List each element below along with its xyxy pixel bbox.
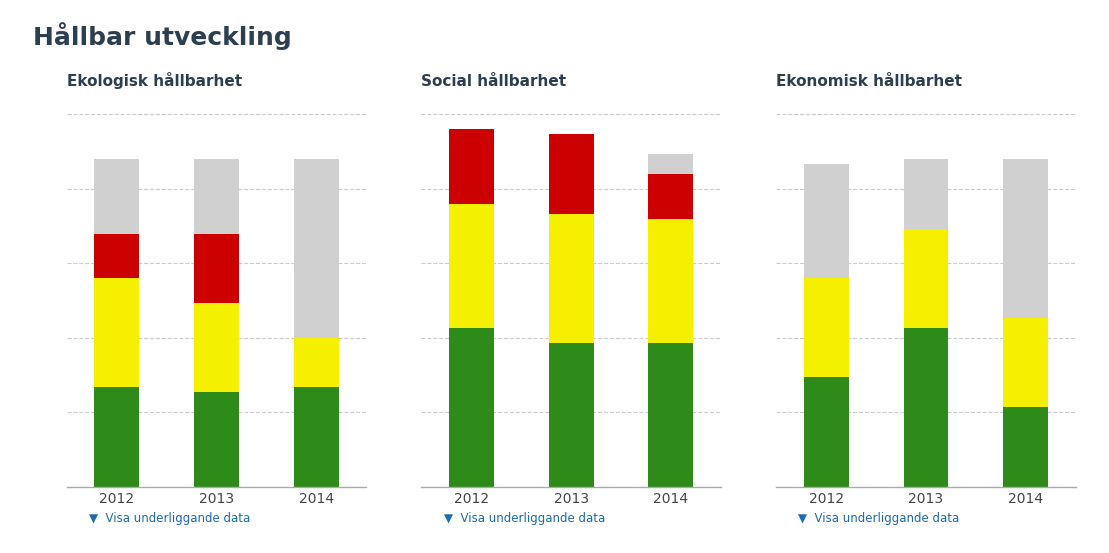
Bar (294, 159, 338, 338)
Text: Ekonomisk hållbarhet: Ekonomisk hållbarhet (776, 74, 963, 88)
Bar (549, 343, 593, 487)
Text: Social hållbarhet: Social hållbarhet (421, 74, 567, 88)
Bar (904, 328, 948, 487)
Bar (649, 343, 693, 487)
Bar (194, 233, 238, 303)
Bar (294, 388, 338, 487)
Bar (549, 134, 593, 213)
Bar (194, 303, 238, 392)
Text: ▼  Visa underliggande data: ▼ Visa underliggande data (798, 512, 959, 525)
Text: ▼  Visa underliggande data: ▼ Visa underliggande data (89, 512, 250, 525)
Bar (804, 378, 848, 487)
Bar (804, 278, 848, 378)
Text: Hållbar utveckling: Hållbar utveckling (33, 22, 292, 50)
Bar (649, 218, 693, 343)
Bar (194, 159, 238, 233)
Bar (1004, 318, 1048, 407)
Bar (449, 328, 494, 487)
Bar (94, 159, 139, 233)
Bar (94, 233, 139, 278)
Text: ▼  Visa underliggande data: ▼ Visa underliggande data (444, 512, 604, 525)
Bar (94, 388, 139, 487)
Bar (1004, 407, 1048, 487)
Text: Ekologisk hållbarhet: Ekologisk hållbarhet (67, 72, 242, 88)
Bar (1004, 159, 1048, 318)
Bar (294, 338, 338, 388)
Bar (904, 159, 948, 228)
Bar (449, 129, 494, 204)
Bar (194, 392, 238, 487)
Bar (94, 278, 139, 388)
Bar (449, 204, 494, 328)
Bar (904, 228, 948, 328)
Bar (649, 174, 693, 218)
Bar (649, 154, 693, 174)
Bar (804, 164, 848, 278)
Bar (549, 213, 593, 343)
